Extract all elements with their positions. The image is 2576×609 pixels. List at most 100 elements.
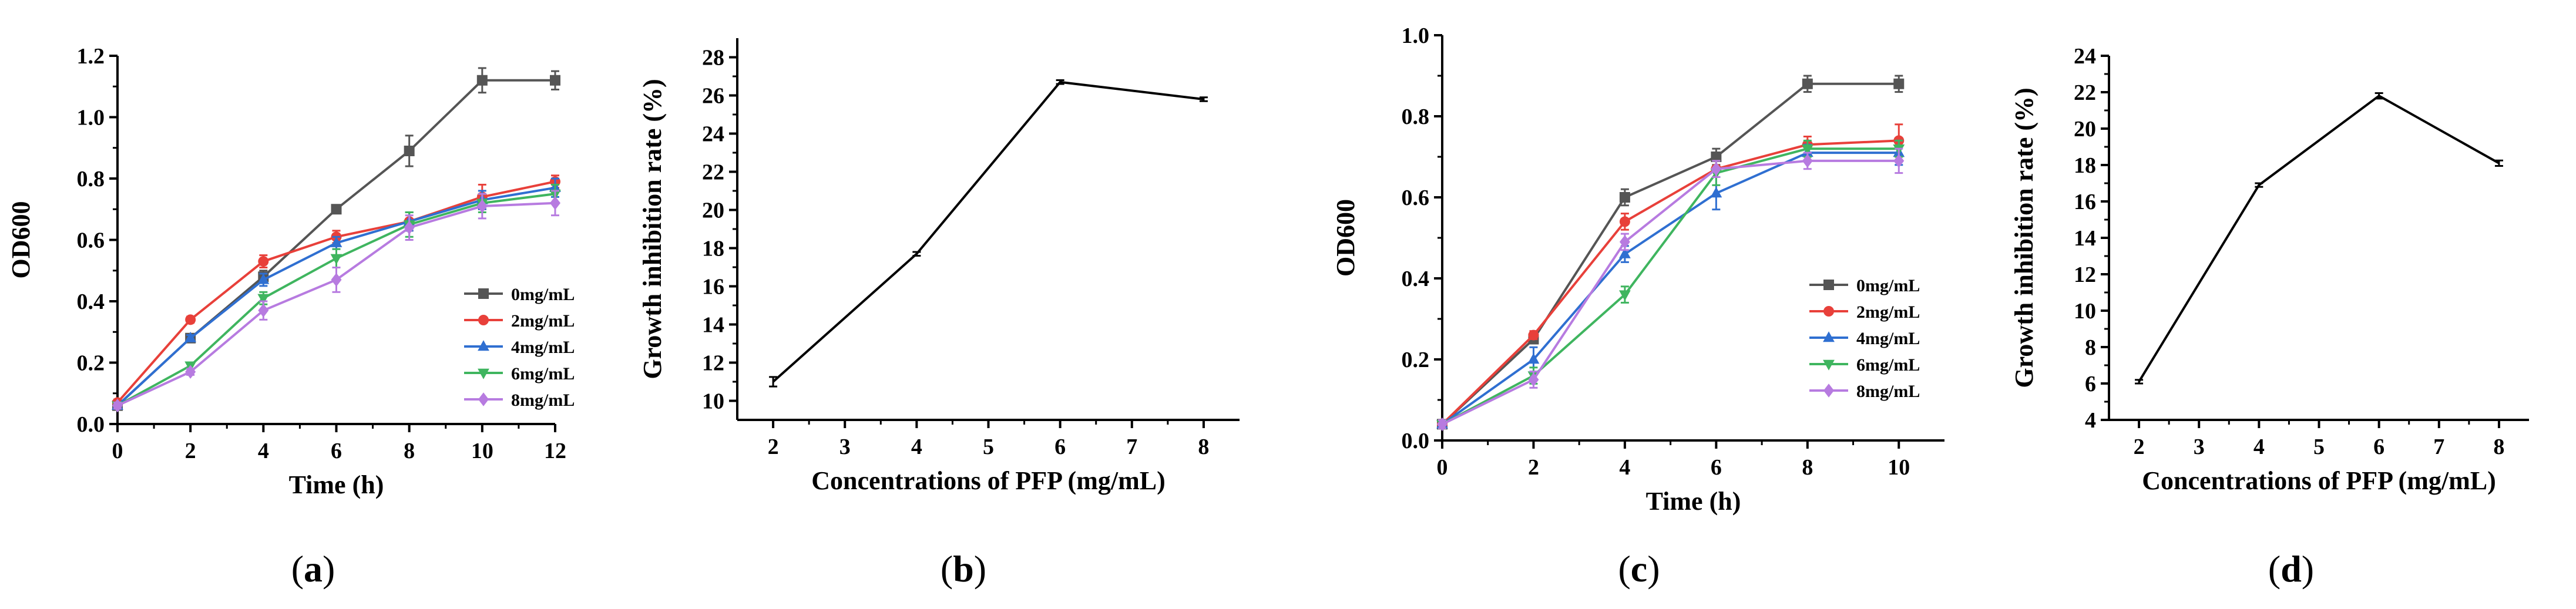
x-tick-label: 12 [544, 439, 566, 463]
data-point [258, 303, 269, 318]
y-tick-label: 6 [2085, 372, 2096, 396]
y-axis-title: OD600 [1331, 199, 1360, 277]
x-tick-label: 5 [983, 435, 994, 459]
data-point [1619, 290, 1631, 301]
series-line [1441, 139, 1899, 425]
y-axis-title: OD600 [6, 201, 35, 279]
data-point [1437, 417, 1447, 432]
data-point [476, 199, 488, 213]
y-tick-label: 14 [2074, 226, 2096, 251]
x-axis-title: Concentrations of PFP (mg/mL) [2142, 466, 2496, 495]
y-tick-label: 4 [2085, 408, 2096, 433]
x-tick-label: 8 [404, 439, 415, 463]
y-tick-label: 0.4 [1402, 267, 1430, 291]
legend-marker [478, 340, 489, 351]
x-tick-label: 3 [2194, 435, 2205, 459]
data-point [330, 254, 342, 265]
y-tick-label: 18 [702, 237, 724, 261]
y-axis-title: Growth inhibition rate (%) [2010, 88, 2038, 388]
data-point [257, 273, 270, 284]
panel-label-close: ) [1647, 548, 1660, 590]
x-tick-label: 2 [185, 439, 196, 463]
data-point [258, 256, 269, 267]
data-point [330, 236, 342, 247]
x-tick-label: 10 [471, 439, 493, 463]
series-s0 [769, 79, 1208, 388]
legend-marker [1823, 359, 1835, 371]
x-tick-label: 0 [1437, 455, 1448, 480]
x-tick-label: 6 [1711, 455, 1722, 480]
x-tick-label: 10 [1888, 455, 1910, 480]
data-point [1802, 78, 1813, 89]
chart-panel-d: 2 3 4 5 6 7 8 4 6 8 10 12 14 16 18 20 22 24 Concentrations… [2010, 44, 2529, 590]
y-tick-label: 24 [2074, 44, 2096, 69]
data-point [1527, 353, 1540, 364]
panel-label: (c) [1618, 548, 1660, 590]
data-point [550, 75, 560, 86]
x-tick-label: 8 [1802, 455, 1813, 480]
data-point [1711, 162, 1722, 176]
y-tick-label: 1.0 [1402, 23, 1430, 48]
x-tick-label: 4 [1619, 455, 1630, 480]
y-tick-label: 18 [2074, 153, 2096, 178]
y-tick-label: 12 [702, 351, 724, 376]
x-tick-label: 3 [839, 435, 851, 459]
y-tick-label: 1.0 [77, 106, 105, 130]
panel-label: (b) [941, 548, 986, 590]
legend-marker [478, 288, 489, 299]
y-tick-label: 28 [702, 46, 724, 70]
data-point [1528, 372, 1539, 387]
data-point [1619, 247, 1631, 258]
data-point [257, 294, 270, 305]
y-tick-label: 0.8 [1402, 105, 1430, 129]
y-tick-label: 10 [2074, 299, 2096, 324]
y-axis-title: Growth inhibition rate (%) [638, 79, 667, 379]
chart-panel-b: 2 3 4 5 6 7 8 10 12 14 16 18 20 22 24 26 28 Concentration… [638, 38, 1240, 590]
panel-label-letter: d [2281, 548, 2302, 590]
x-tick-label: 5 [2313, 435, 2325, 459]
y-tick-label: 0.6 [77, 228, 105, 253]
data-point [1619, 192, 1630, 203]
legend-marker [1823, 331, 1835, 342]
data-point [112, 398, 123, 413]
legend-label: 4mg/mL [1856, 329, 1920, 348]
data-point [1802, 154, 1813, 168]
x-tick-label: 6 [2373, 435, 2384, 459]
series-8mg/mL [112, 190, 560, 413]
data-point [1711, 152, 1722, 162]
x-tick-label: 4 [258, 439, 269, 463]
legend-marker [1823, 383, 1834, 398]
panel-label-letter: b [953, 548, 974, 590]
legend-label: 0mg/mL [1856, 276, 1920, 295]
legend-label: 2mg/mL [1856, 302, 1920, 322]
x-tick-label: 0 [112, 439, 123, 463]
series-line [772, 80, 1204, 383]
x-tick-label: 2 [768, 435, 779, 459]
y-tick-label: 0.8 [77, 167, 105, 191]
data-point [1619, 235, 1630, 249]
legend-marker [478, 368, 489, 379]
series-line [1442, 159, 1899, 426]
panel-label-open: ( [941, 548, 953, 590]
data-point [550, 196, 560, 210]
chart-panel-c: 0 2 4 6 8 10 0.0 0.2 0.4 0.6 0.8 1.0 Time (h) OD600 0m… [1331, 23, 1944, 590]
data-point [1893, 78, 1905, 89]
legend-marker [478, 315, 489, 325]
data-point [185, 314, 196, 325]
panel-label-close: ) [323, 548, 335, 590]
x-tick-label: 6 [331, 439, 342, 463]
panel-label: (a) [291, 548, 335, 590]
y-tick-label: 22 [2074, 80, 2096, 105]
panel-label: (d) [2268, 548, 2314, 590]
legend-label: 0mg/mL [511, 285, 575, 304]
legend-label: 8mg/mL [511, 391, 575, 410]
y-tick-label: 22 [702, 160, 724, 185]
data-point [476, 75, 488, 86]
data-point [1893, 154, 1905, 168]
data-point [331, 272, 342, 287]
chart-panel-a: 0 2 4 6 8 10 12 0.0 0.2 0.4 0.6 0.8 1.0 1.2 Time (h) OD… [6, 44, 575, 590]
legend-label: 6mg/mL [1856, 355, 1920, 375]
legend: 0mg/mL 2mg/mL 4mg/mL 6mg/mL 8mg/mL [464, 285, 575, 410]
data-point [1801, 144, 1813, 155]
data-point [184, 331, 197, 342]
